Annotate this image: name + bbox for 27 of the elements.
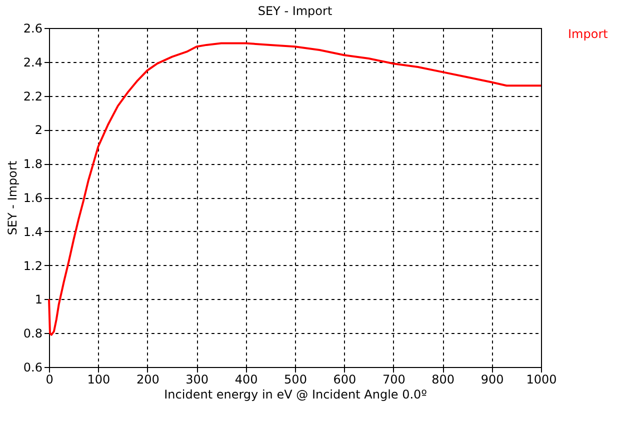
x-tick-label: 200 <box>136 372 160 386</box>
x-tick-label: 900 <box>480 372 504 386</box>
x-tick-label: 500 <box>284 372 307 386</box>
y-tick-label: 0.8 <box>23 326 42 341</box>
y-tick-label: 2 <box>34 123 42 138</box>
x-tick-label: 1000 <box>526 372 557 386</box>
chart-title: SEY - Import <box>258 4 332 18</box>
y-tick-label: 1.2 <box>23 258 42 273</box>
y-tick-label: 1.4 <box>23 224 42 239</box>
x-tick-label: 0 <box>46 372 54 386</box>
y-tick-label: 2.2 <box>23 89 42 104</box>
y-tick-label: 0.6 <box>23 360 42 374</box>
text: Import <box>568 27 608 41</box>
y-tick-label: 1 <box>34 292 42 307</box>
y-tick-label: 2.6 <box>23 22 42 36</box>
x-tick-label: 700 <box>382 372 406 386</box>
x-tick-label: 600 <box>333 372 356 386</box>
x-tick-label: 300 <box>186 372 209 386</box>
x-tick-label: 800 <box>432 372 455 386</box>
y-tick-label: 1.6 <box>23 191 42 205</box>
y-axis-title: SEY - Import <box>5 160 20 236</box>
y-tick-label: 2.4 <box>23 55 42 70</box>
x-axis-title: Incident energy in eV @ Incident Angle 0.0º <box>164 388 428 402</box>
y-tick-label: 1.8 <box>23 157 42 172</box>
line-series <box>48 42 542 336</box>
x-tick-label: 100 <box>87 372 110 386</box>
x-tick-label: 400 <box>234 372 258 386</box>
